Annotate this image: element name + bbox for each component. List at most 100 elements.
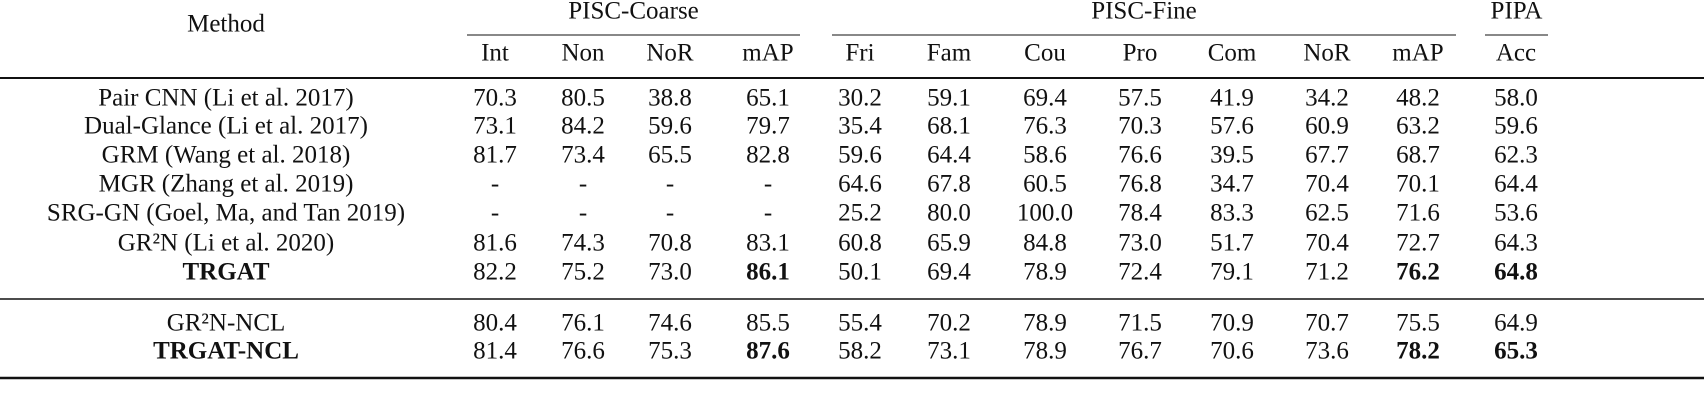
cell: 78.9 [1023, 259, 1067, 286]
cell: 53.6 [1494, 200, 1538, 227]
cell: 76.7 [1118, 338, 1162, 365]
cell: 81.7 [473, 142, 517, 169]
cell: 82.8 [746, 142, 790, 169]
cell: 75.5 [1396, 310, 1440, 337]
column-header: Fam [927, 40, 972, 67]
cell: 62.3 [1494, 142, 1538, 169]
cell: 60.5 [1023, 171, 1067, 198]
cell: 48.2 [1396, 85, 1440, 112]
column-header: Int [481, 40, 509, 67]
cell: - [491, 171, 499, 198]
cell: 58.0 [1494, 85, 1538, 112]
cell: 65.5 [648, 142, 692, 169]
cell: 50.1 [838, 259, 882, 286]
cell: 79.1 [1210, 259, 1254, 286]
column-header: Cou [1024, 40, 1066, 67]
cell: 76.6 [561, 338, 605, 365]
cell: 64.9 [1494, 310, 1538, 337]
cell: 34.7 [1210, 171, 1254, 198]
cell: 39.5 [1210, 142, 1254, 169]
cell: 64.6 [838, 171, 882, 198]
cell: 64.4 [1494, 171, 1538, 198]
cell: 63.2 [1396, 113, 1440, 140]
cell: 62.5 [1305, 200, 1349, 227]
cell: 71.5 [1118, 310, 1162, 337]
cell: 73.1 [473, 113, 517, 140]
cell: 64.8 [1494, 259, 1538, 286]
group-header: PIPA [1491, 0, 1543, 25]
cell: 72.4 [1118, 259, 1162, 286]
cell: 70.9 [1210, 310, 1254, 337]
cell: 75.2 [561, 259, 605, 286]
cell: 67.8 [927, 171, 971, 198]
cell: 73.0 [1118, 230, 1162, 257]
method-name: GR²N-NCL [167, 310, 286, 337]
cell: 84.2 [561, 113, 605, 140]
column-header: Non [561, 40, 605, 67]
cell: 75.3 [648, 338, 692, 365]
method-header: Method [187, 11, 265, 38]
method-name: GR²N (Li et al. 2020) [118, 230, 334, 257]
cell: 70.2 [927, 310, 971, 337]
cell: - [666, 171, 674, 198]
column-header: mAP [1392, 40, 1443, 67]
cell: 59.6 [1494, 113, 1538, 140]
cell: 74.3 [561, 230, 605, 257]
cell: 51.7 [1210, 230, 1254, 257]
method-name: TRGAT [182, 259, 269, 286]
cell: 73.0 [648, 259, 692, 286]
cell: - [764, 171, 772, 198]
cell: 35.4 [838, 113, 882, 140]
method-name: Dual-Glance (Li et al. 2017) [84, 113, 368, 140]
cell: 73.6 [1305, 338, 1349, 365]
cell: 70.7 [1305, 310, 1349, 337]
method-name: SRG-GN (Goel, Ma, and Tan 2019) [47, 200, 405, 227]
cell: 57.5 [1118, 85, 1162, 112]
cell: 70.1 [1396, 171, 1440, 198]
cell: - [666, 200, 674, 227]
cell: 69.4 [1023, 85, 1067, 112]
cell: 60.8 [838, 230, 882, 257]
cell: 34.2 [1305, 85, 1349, 112]
column-header: NoR [646, 40, 694, 67]
column-header: NoR [1303, 40, 1351, 67]
cell: 83.1 [746, 230, 790, 257]
cell: - [579, 200, 587, 227]
cell: 64.4 [927, 142, 971, 169]
cell: 73.4 [561, 142, 605, 169]
cell: 68.1 [927, 113, 971, 140]
cell: 78.9 [1023, 338, 1067, 365]
cell: - [579, 171, 587, 198]
group-header: PISC-Fine [1091, 0, 1197, 25]
column-header: Fri [845, 40, 874, 67]
cell: 58.6 [1023, 142, 1067, 169]
cell: 84.8 [1023, 230, 1067, 257]
cell: 83.3 [1210, 200, 1254, 227]
cell: 80.5 [561, 85, 605, 112]
cell: 41.9 [1210, 85, 1254, 112]
column-header: Acc [1496, 40, 1536, 67]
cell: 59.6 [838, 142, 882, 169]
cell: - [491, 200, 499, 227]
cell: 76.1 [561, 310, 605, 337]
cell: 69.4 [927, 259, 971, 286]
cell: 59.1 [927, 85, 971, 112]
cell: 70.4 [1305, 230, 1349, 257]
cell: 76.6 [1118, 142, 1162, 169]
cell: 38.8 [648, 85, 692, 112]
cell: 71.2 [1305, 259, 1349, 286]
cell: 70.3 [1118, 113, 1162, 140]
cell: 64.3 [1494, 230, 1538, 257]
cell: 59.6 [648, 113, 692, 140]
cell: 87.6 [746, 338, 790, 365]
cell: 30.2 [838, 85, 882, 112]
cell: 82.2 [473, 259, 517, 286]
cell: 76.8 [1118, 171, 1162, 198]
method-name: GRM (Wang et al. 2018) [102, 142, 351, 169]
cell: 85.5 [746, 310, 790, 337]
cell: 58.2 [838, 338, 882, 365]
cell: 80.0 [927, 200, 971, 227]
cell: 65.1 [746, 85, 790, 112]
method-name: TRGAT-NCL [153, 338, 299, 365]
